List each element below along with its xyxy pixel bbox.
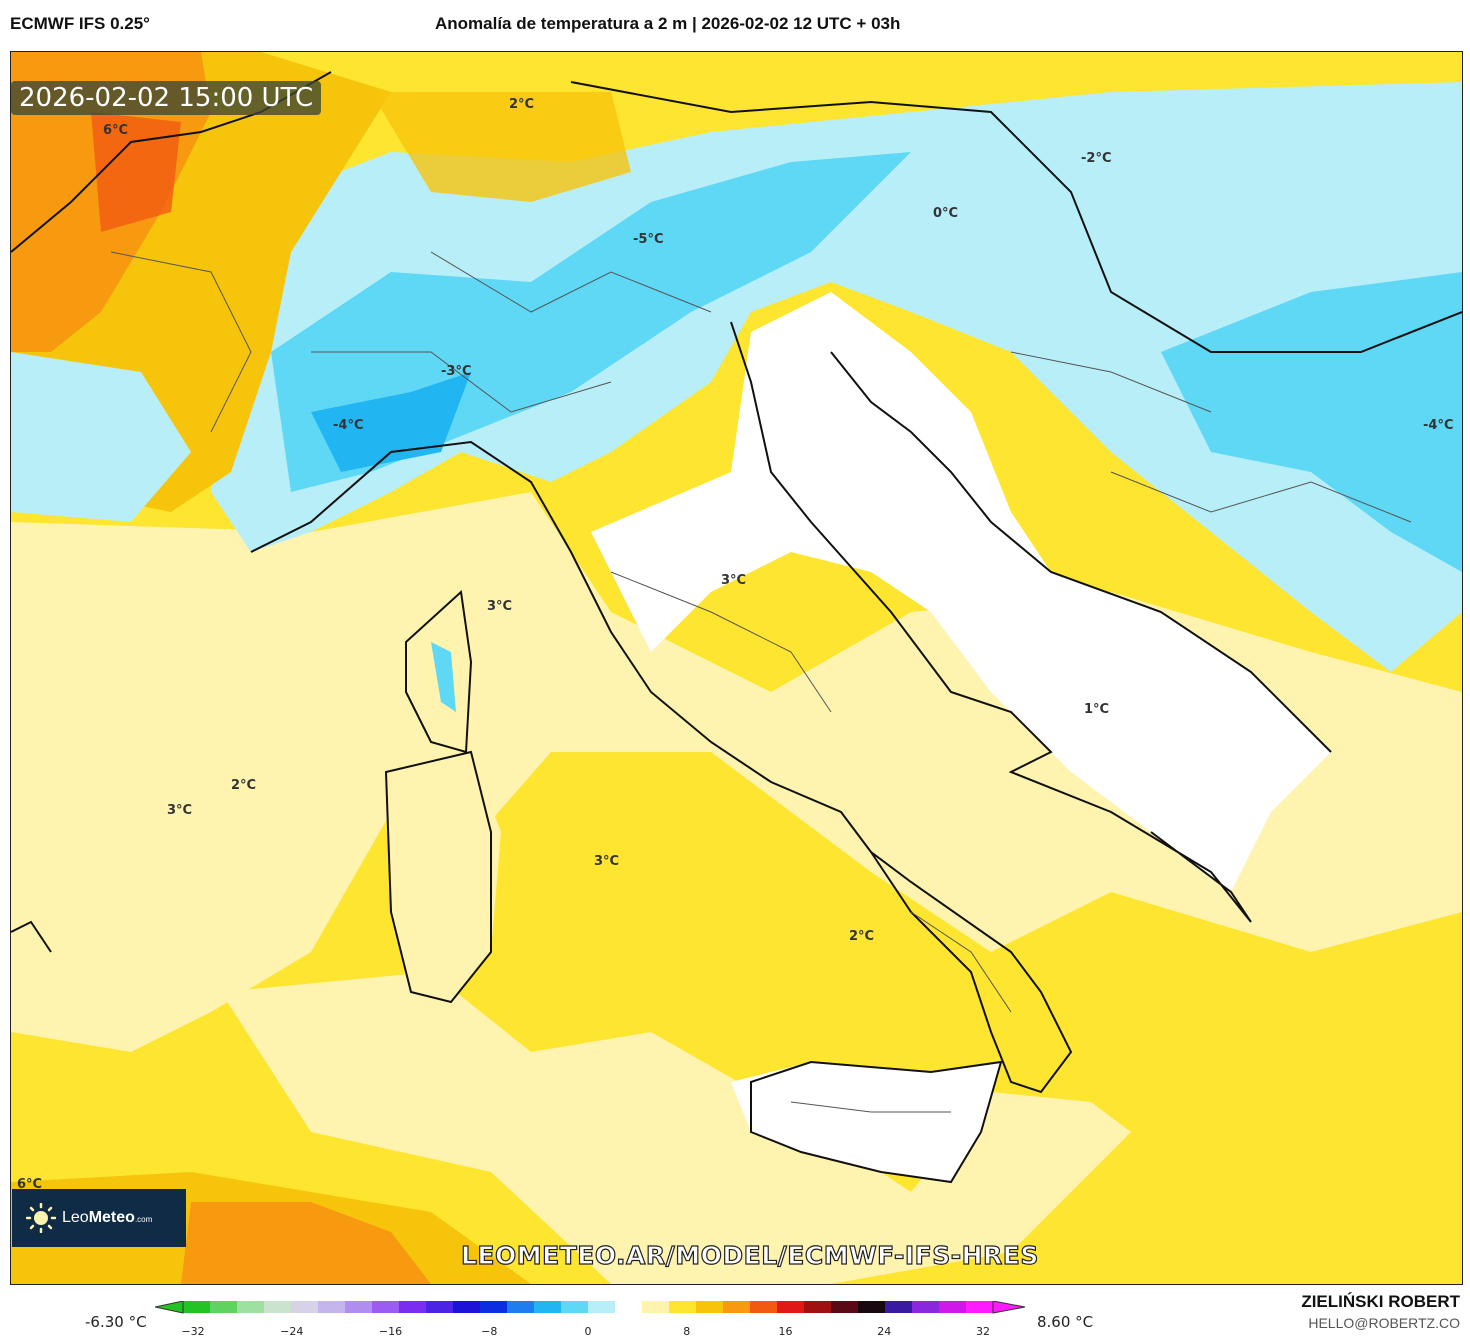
tick-label: 24 xyxy=(877,1325,892,1338)
contour-label: 0°C xyxy=(933,206,959,221)
color-scale-bar xyxy=(155,1301,1026,1314)
contour-label: 3°C xyxy=(721,573,747,588)
leometeo-logo: LeoMeteo.com xyxy=(12,1189,186,1247)
sun-icon xyxy=(26,1203,56,1233)
valid-time-badge: 2026-02-02 15:00 UTC xyxy=(11,81,322,115)
chart-title: Anomalía de temperatura a 2 m | 2026-02-… xyxy=(435,14,901,33)
tick-label: 0 xyxy=(584,1325,592,1338)
contour-label: 6°C xyxy=(103,123,129,138)
contour-label: 3°C xyxy=(487,599,513,614)
contour-label: -4°C xyxy=(1423,418,1454,433)
min-value: -6.30 °C xyxy=(85,1313,147,1331)
tick-label: 32 xyxy=(976,1325,990,1338)
source-watermark: LEOMETEO.AR/MODEL/ECMWF-IFS-HRES xyxy=(460,1240,1039,1270)
author-email[interactable]: HELLO@ROBERTZ.CO xyxy=(1308,1315,1460,1331)
tick-label: −16 xyxy=(378,1325,403,1338)
anomaly-map[interactable]: 2026-02-02 15:00 UTC 6°C 2°C -5°C -3°C -… xyxy=(10,51,1463,1285)
tick-label: −32 xyxy=(181,1325,205,1338)
contour-label: 2°C xyxy=(231,778,257,793)
contour-label: 2°C xyxy=(509,97,535,112)
author-name: ZIELIŃSKI ROBERT xyxy=(1301,1292,1460,1311)
tick-label: 8 xyxy=(683,1325,691,1338)
map-field xyxy=(11,52,1462,1284)
contour-label: -2°C xyxy=(1081,151,1112,166)
contour-label: 6°C xyxy=(17,1177,43,1192)
tick-label: −8 xyxy=(481,1325,498,1338)
tick-label: 16 xyxy=(778,1325,793,1338)
logo-text: LeoMeteo.com xyxy=(62,1209,153,1226)
model-name: ECMWF IFS 0.25° xyxy=(10,14,150,33)
contour-label: 2°C xyxy=(849,929,875,944)
contour-label: -3°C xyxy=(441,364,472,379)
contour-label: -5°C xyxy=(633,232,664,247)
contour-label: 3°C xyxy=(594,854,620,869)
tick-label: −24 xyxy=(280,1325,304,1338)
contour-label: 3°C xyxy=(167,803,193,818)
contour-label: -4°C xyxy=(333,418,364,433)
contour-label: 1°C xyxy=(1084,702,1110,717)
max-value: 8.60 °C xyxy=(1037,1313,1094,1331)
